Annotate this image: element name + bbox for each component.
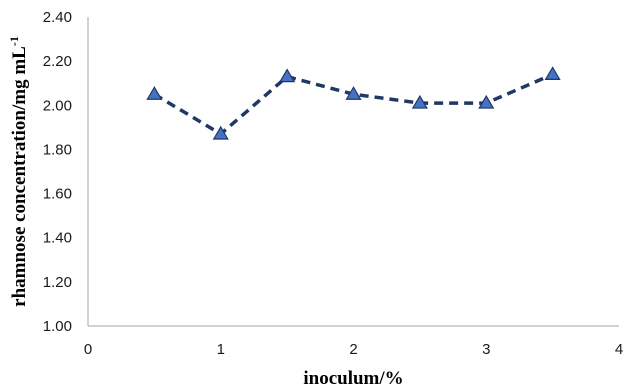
y-axis-title-superscript: -1	[7, 36, 21, 46]
data-point-marker	[411, 94, 428, 109]
x-tick-label: 0	[84, 341, 92, 358]
x-axis-title-text: inoculum/%	[303, 368, 403, 389]
x-tick-label: 1	[217, 341, 225, 358]
x-tick-labels: 0 1 2 3 4	[84, 341, 623, 358]
y-tick-label: 2.20	[43, 53, 72, 70]
series-line	[153, 72, 554, 137]
data-point-marker	[146, 86, 163, 100]
y-tick-label: 1.80	[43, 141, 72, 158]
plot-area: 1.00 1.20 1.40 1.60 1.80 2.00 2.20 2.40 0 1 2 3 4	[43, 9, 623, 358]
y-axis-title: rhamnose concentration/mg mL-1	[7, 36, 30, 307]
y-tick-label: 1.60	[43, 186, 72, 203]
data-point-marker	[279, 68, 296, 83]
y-tick-label: 2.40	[43, 9, 72, 26]
data-point-marker	[212, 125, 229, 140]
series-layer	[146, 66, 561, 140]
y-axis-title-text: rhamnose concentration/mg mL	[9, 46, 30, 307]
y-tick-label: 2.00	[43, 97, 72, 114]
y-tick-label: 1.40	[43, 230, 72, 247]
y-tick-labels: 1.00 1.20 1.40 1.60 1.80 2.00 2.20 2.40	[43, 9, 72, 335]
y-tick-label: 1.00	[43, 318, 72, 335]
data-point-marker	[544, 66, 561, 80]
y-tick-label: 1.20	[43, 274, 72, 291]
data-point-marker	[478, 94, 495, 109]
x-tick-label: 3	[482, 341, 490, 358]
x-axis-title: inoculum/%	[303, 368, 403, 389]
x-tick-label: 4	[615, 341, 623, 358]
data-point-marker	[345, 86, 362, 100]
x-tick-label: 2	[349, 341, 357, 358]
